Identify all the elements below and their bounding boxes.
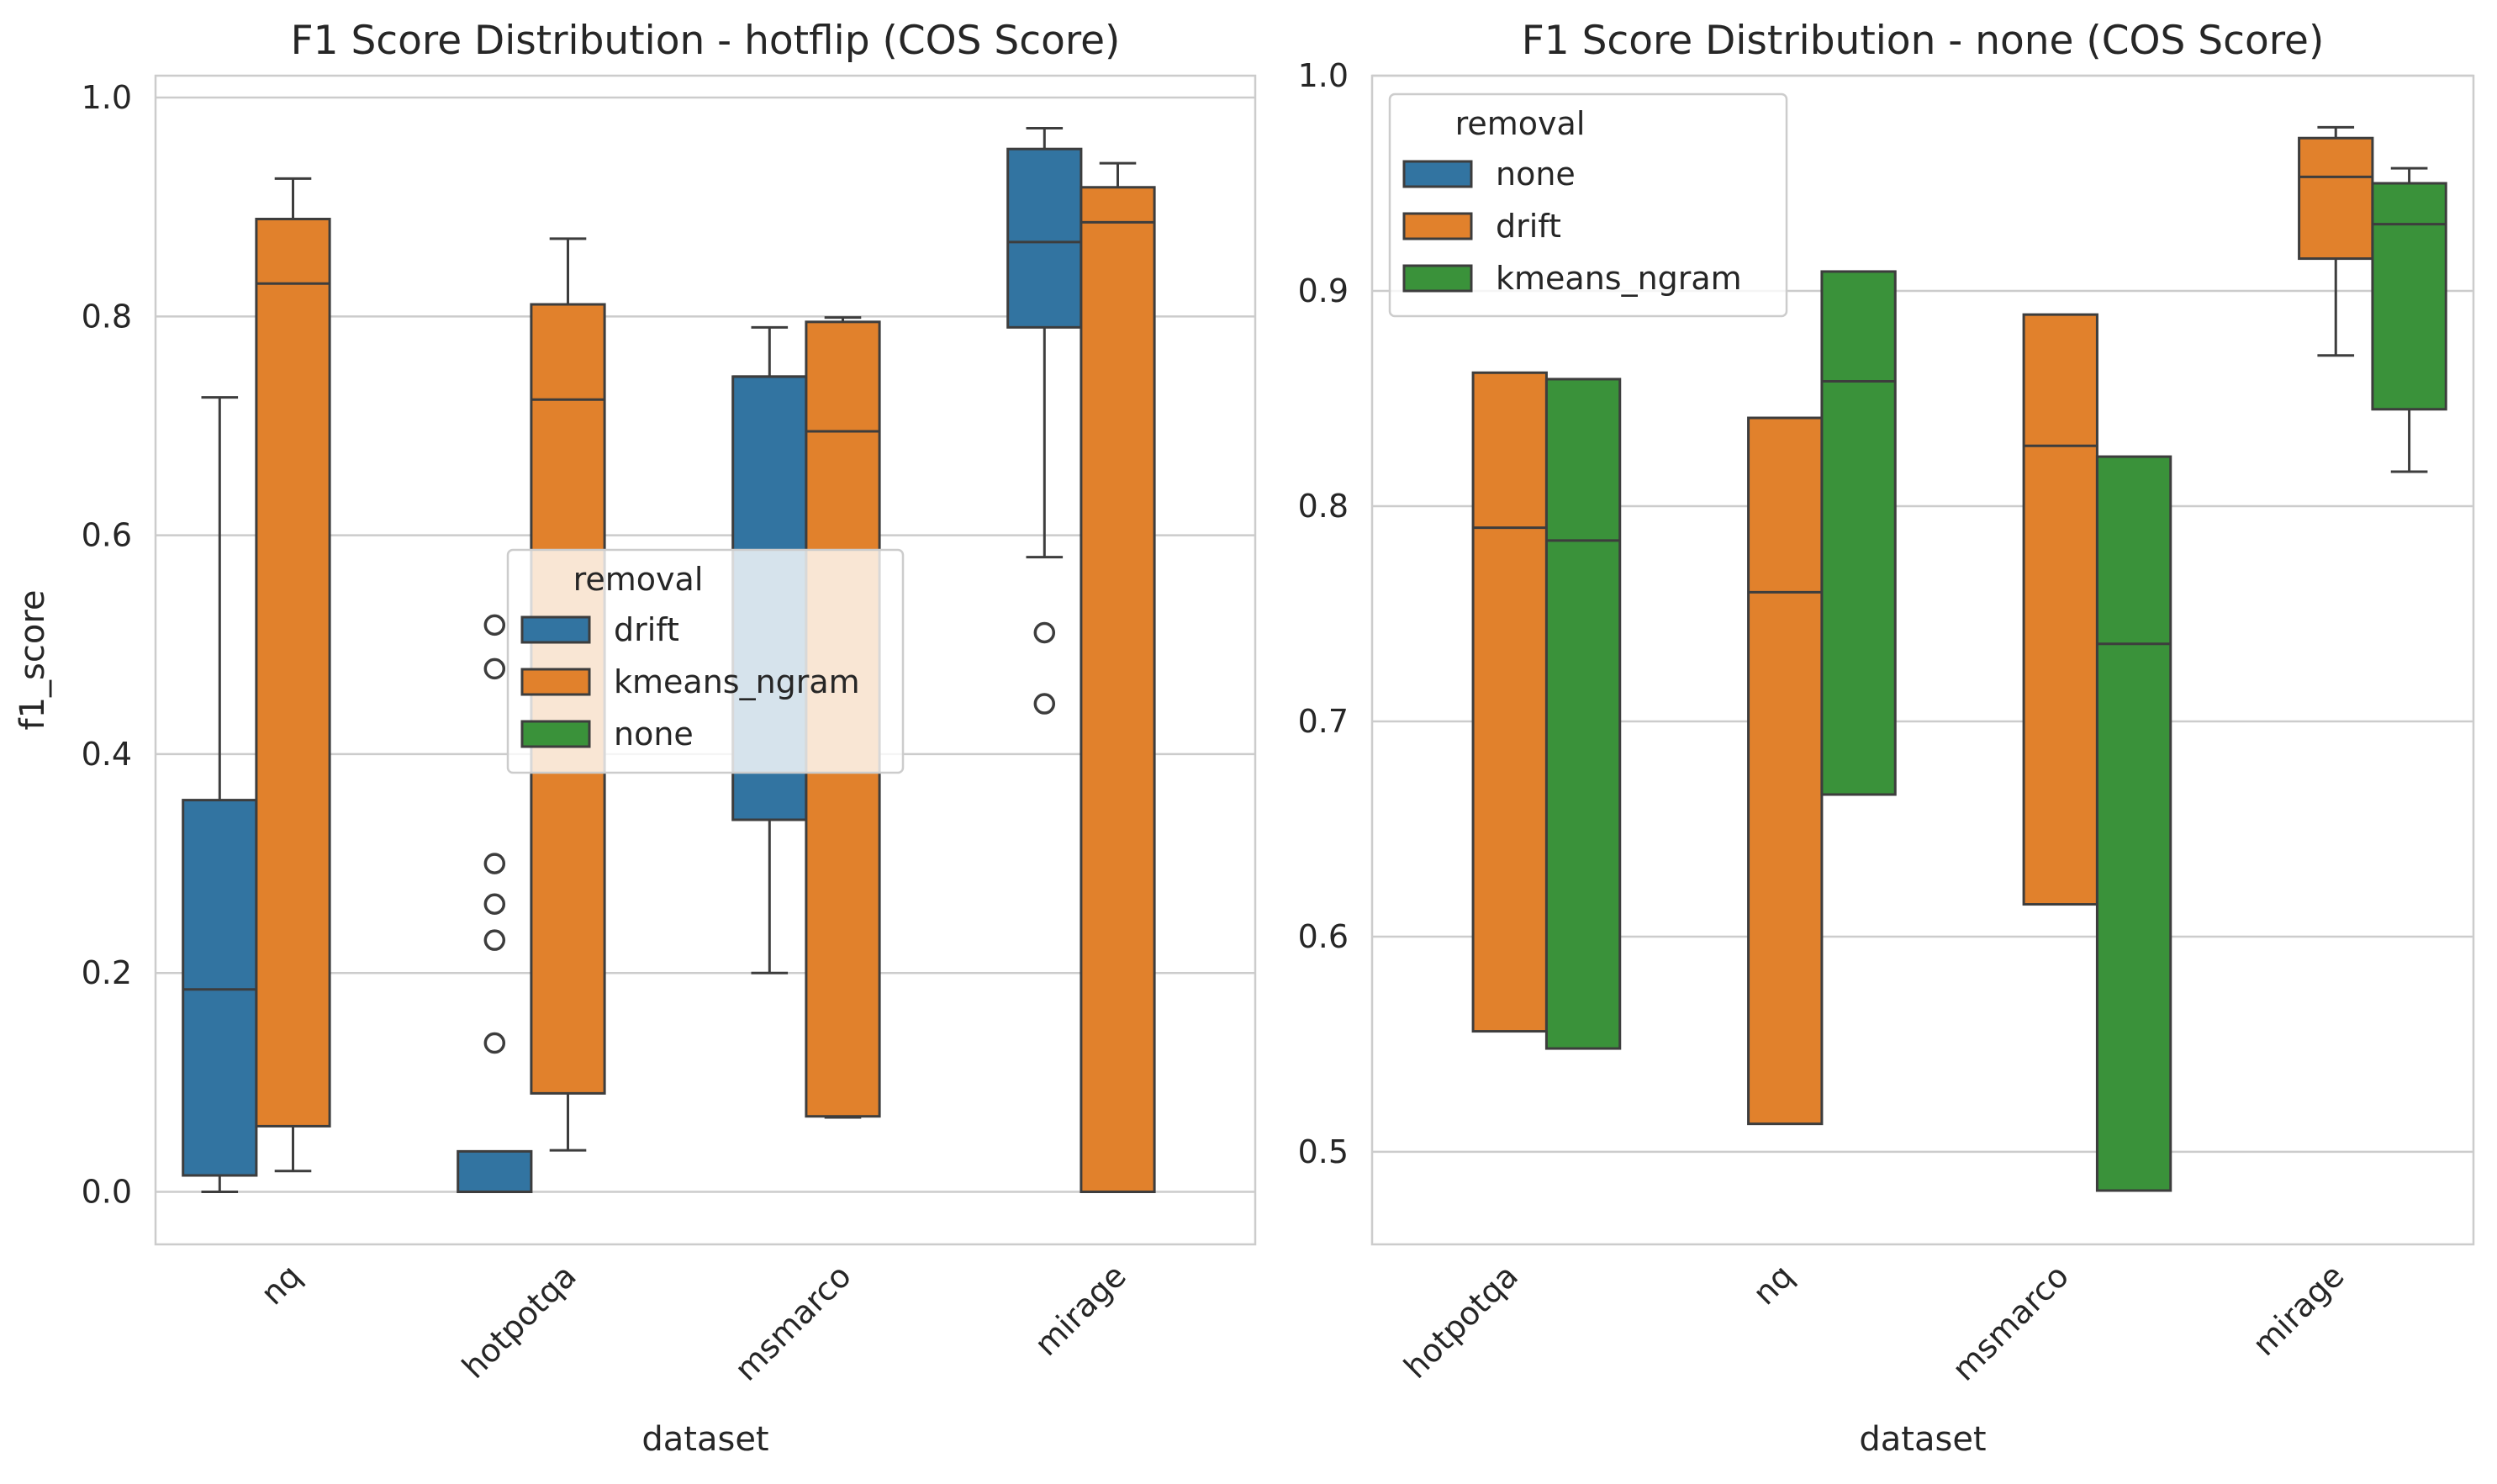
outlier-point [1033, 621, 1056, 644]
y-tick-label: 0.2 [82, 954, 132, 991]
legend-swatch-kmeans_ngram [520, 668, 591, 696]
box-drift-nq [1747, 416, 1824, 1126]
x-axis-label: dataset [1859, 1420, 1986, 1459]
box-kmeans_ngram-nq [255, 217, 331, 1128]
legend-label: kmeans_ngram [614, 663, 860, 700]
legend-title: removal [1455, 105, 1586, 142]
box-drift-hotpotqa [1471, 371, 1548, 1033]
box-drift-mirage [2298, 136, 2374, 261]
y-tick-label: 0.9 [1298, 272, 1349, 309]
box-kmeans_ngram-hotpotqa [1544, 378, 1622, 1050]
legend-label: drift [1496, 208, 1561, 245]
y-tick-label: 0.0 [82, 1174, 132, 1211]
axes-frame [154, 74, 1257, 1246]
legend: removal none drift kmeans_ngram [1388, 92, 1788, 318]
chart-title: F1 Score Distribution - none (COS Score) [1522, 18, 2325, 64]
outlier-point [483, 1032, 506, 1054]
box-drift-nq [182, 799, 258, 1177]
y-axis-label: f1_score [13, 589, 52, 730]
y-tick-label: 0.5 [1298, 1133, 1349, 1170]
outlier-point [483, 614, 506, 636]
legend-swatch-kmeans_ngram [1402, 264, 1473, 293]
box-kmeans_ngram-mirage [1080, 186, 1156, 1194]
outlier-point [483, 893, 506, 915]
y-tick-label: 0.8 [82, 298, 132, 335]
outlier-point [483, 658, 506, 680]
legend-label: drift [614, 611, 679, 648]
legend-title: removal [573, 561, 704, 598]
box-drift-msmarco [2022, 313, 2098, 906]
legend-swatch-drift [520, 615, 591, 644]
box-drift-hotpotqa [457, 1149, 533, 1194]
axes-frame [1370, 74, 2475, 1246]
box-kmeans_ngram-msmarco [2095, 455, 2172, 1192]
y-tick-label: 0.7 [1298, 703, 1349, 740]
y-tick-label: 1.0 [82, 79, 132, 116]
y-tick-label: 0.6 [82, 517, 132, 554]
legend-swatch-none [520, 720, 591, 748]
box-drift-mirage [1006, 147, 1083, 329]
box-kmeans_ngram-nq [1820, 270, 1897, 796]
x-axis-label: dataset [641, 1420, 768, 1459]
y-tick-label: 1.0 [1298, 57, 1349, 94]
chart-title: F1 Score Distribution - hotflip (COS Sco… [291, 18, 1121, 64]
legend-swatch-drift [1402, 212, 1473, 240]
y-tick-label: 0.8 [1298, 488, 1349, 525]
outlier-point [483, 853, 506, 874]
outlier-point [1033, 693, 1056, 715]
box-kmeans_ngram-mirage [2371, 182, 2447, 411]
legend-swatch-none [1402, 160, 1473, 188]
y-tick-label: 0.6 [1298, 918, 1349, 955]
y-tick-label: 0.4 [82, 736, 132, 773]
legend-label: none [1496, 156, 1576, 193]
outlier-point [483, 929, 506, 951]
legend-label: kmeans_ngram [1496, 260, 1742, 297]
legend-frame [1388, 92, 1788, 318]
legend-label: none [614, 716, 694, 753]
legend-frame [506, 548, 905, 774]
